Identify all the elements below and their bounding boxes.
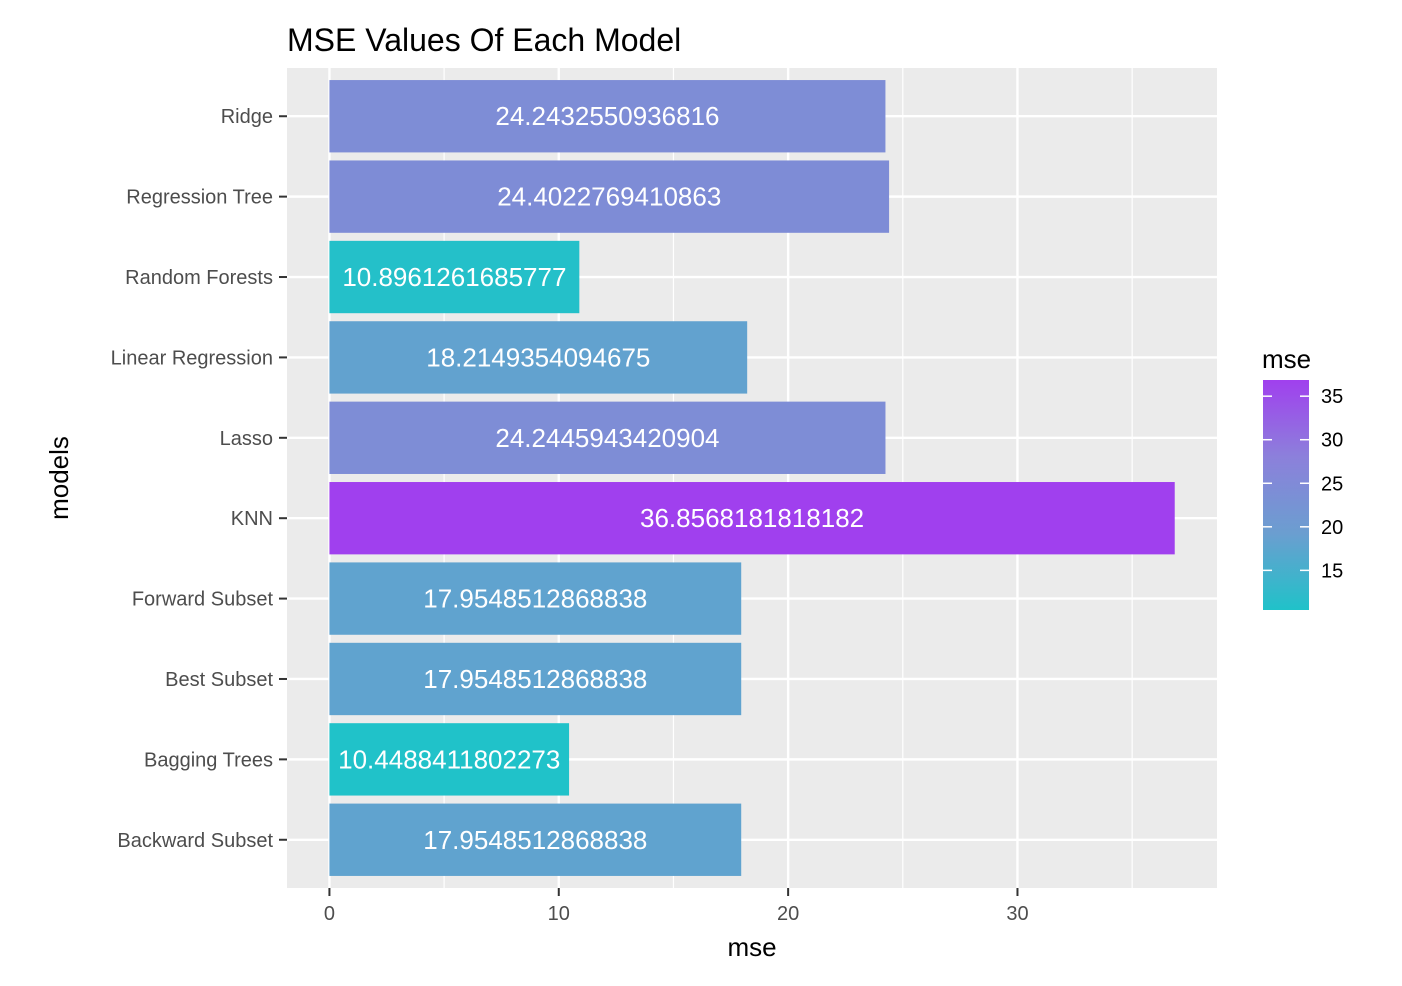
y-tick-label: Bagging Trees xyxy=(144,749,273,771)
y-axis: Backward Subset Bagging Trees Best Subset F… xyxy=(111,106,287,852)
bar xyxy=(329,240,580,314)
bar xyxy=(329,160,890,233)
bar xyxy=(329,401,886,474)
y-tick-label: Ridge xyxy=(221,106,273,128)
bar xyxy=(329,562,742,635)
legend: mse 15 20 25 30 35 xyxy=(1262,344,1343,610)
y-tick-label: Random Forests xyxy=(125,267,273,289)
bar-value-label: 36.8568181818182 xyxy=(640,503,864,533)
legend-tick-label: 15 xyxy=(1321,560,1343,582)
legend-tick-label: 20 xyxy=(1321,517,1343,539)
bar xyxy=(329,723,570,796)
x-tick-label: 30 xyxy=(1006,903,1028,925)
bars xyxy=(329,80,1175,876)
x-tick-label: 20 xyxy=(777,903,799,925)
y-tick-label: Linear Regression xyxy=(111,347,273,369)
y-tick-label: Lasso xyxy=(220,428,273,450)
legend-tick-label: 25 xyxy=(1321,473,1343,495)
bar xyxy=(329,642,742,716)
legend-tick-label: 35 xyxy=(1321,386,1343,408)
bar xyxy=(329,80,886,153)
bar-value-label: 17.9548512868838 xyxy=(423,584,647,614)
bar-value-label: 24.2432550936816 xyxy=(495,101,719,131)
x-tick-label: 10 xyxy=(548,903,570,925)
chart-title: MSE Values Of Each Model xyxy=(287,22,681,58)
bar-value-label: 10.4488411802273 xyxy=(338,744,560,774)
bar-value-label: 18.2149354094675 xyxy=(426,342,650,372)
legend-colorbar xyxy=(1263,380,1309,610)
y-axis-title: models xyxy=(44,436,74,520)
y-tick-label: KNN xyxy=(231,508,273,530)
bar-labels: 17.9548512868838 10.4488411802273 17.95485… xyxy=(338,101,864,855)
y-tick-label: Backward Subset xyxy=(117,830,273,852)
bar xyxy=(329,803,742,876)
x-axis: 0 10 20 30 xyxy=(324,888,1029,925)
bar-value-label: 10.8961261685777 xyxy=(342,262,566,292)
x-tick-label: 0 xyxy=(324,903,335,925)
legend-title: mse xyxy=(1262,344,1311,374)
bar-value-label: 24.4022769410863 xyxy=(497,182,721,212)
bar xyxy=(329,321,748,394)
bar-value-label: 24.2445943420904 xyxy=(495,423,719,453)
legend-tick-label: 30 xyxy=(1321,430,1343,452)
bar xyxy=(329,482,1175,555)
legend-ticks: 15 20 25 30 35 xyxy=(1263,386,1343,582)
x-axis-title: mse xyxy=(727,932,776,962)
bar-value-label: 17.9548512868838 xyxy=(423,825,647,855)
y-tick-label: Regression Tree xyxy=(126,187,273,209)
y-tick-label: Forward Subset xyxy=(132,589,274,611)
y-tick-label: Best Subset xyxy=(165,669,273,691)
bar-value-label: 17.9548512868838 xyxy=(423,664,647,694)
